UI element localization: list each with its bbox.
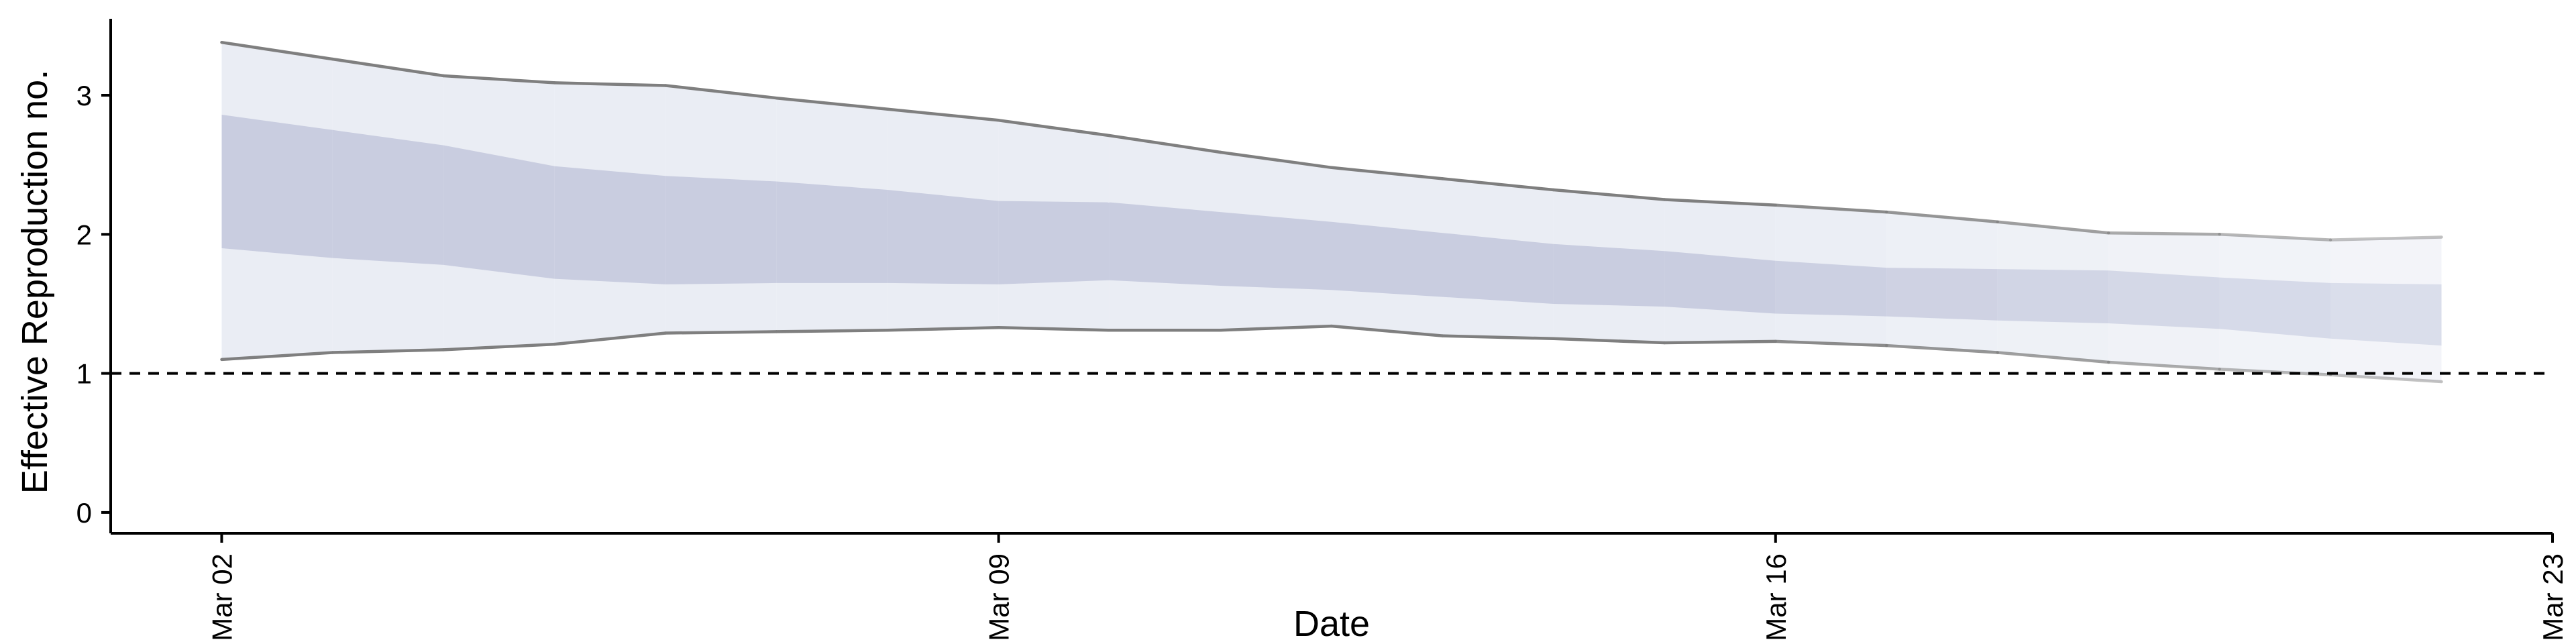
inner-band-segment-12 bbox=[1442, 233, 1554, 304]
y-tick-label-0: 0 bbox=[76, 497, 92, 529]
upper-bound-line-segment-9 bbox=[1108, 133, 1222, 154]
inner-band-segment-14 bbox=[1664, 251, 1776, 314]
upper-bound-line-segment-4 bbox=[553, 81, 667, 87]
y-tick-label-2: 2 bbox=[76, 219, 92, 250]
upper-bound-line-segment-16 bbox=[1885, 210, 1999, 223]
x-axis-ticks: Mar 02 Mar 09 Mar 16 Mar 23 bbox=[207, 533, 2569, 641]
lower-bound-line-segment-14 bbox=[1663, 339, 1778, 345]
inner-band-segment-5 bbox=[665, 176, 777, 284]
lower-bound-line-segment-18 bbox=[2106, 360, 2221, 371]
inner-band-segment-13 bbox=[1553, 244, 1665, 307]
lower-bound-line-segment-3 bbox=[442, 342, 557, 352]
inner-band-segment-20 bbox=[2330, 282, 2442, 346]
bound-line-layer bbox=[220, 40, 2443, 384]
lower-bound-line-segment-6 bbox=[775, 329, 890, 333]
x-tick-label-2: Mar 09 bbox=[983, 553, 1015, 641]
lower-bound-line-segment-16 bbox=[1885, 343, 1999, 354]
upper-bound-line-segment-20 bbox=[2328, 235, 2443, 241]
upper-bound-line-segment-19 bbox=[2218, 233, 2332, 241]
upper-bound-line-segment-12 bbox=[1441, 177, 1556, 192]
lower-bound-line-segment-4 bbox=[553, 331, 667, 346]
band-layer bbox=[221, 42, 2442, 382]
lower-bound-line-segment-8 bbox=[997, 325, 1112, 332]
upper-bound-line-segment-3 bbox=[442, 74, 557, 85]
inner-band-segment-18 bbox=[2108, 270, 2220, 329]
y-tick-label-3: 3 bbox=[76, 80, 92, 111]
lower-bound-line-segment-20 bbox=[2328, 373, 2443, 384]
inner-band-segment-19 bbox=[2219, 277, 2331, 339]
x-tick-label-4: Mar 23 bbox=[2537, 553, 2569, 641]
upper-bound-line-segment-6 bbox=[775, 96, 890, 111]
inner-band-segment-7 bbox=[888, 190, 999, 284]
lower-bound-line-segment-5 bbox=[664, 330, 778, 335]
lower-bound-line-segment-1 bbox=[220, 351, 335, 362]
lower-bound-line-segment-10 bbox=[1219, 324, 1334, 332]
inner-band-segment-15 bbox=[1775, 260, 1887, 317]
upper-bound-line-segment-5 bbox=[664, 84, 778, 100]
upper-bound-line-segment-2 bbox=[331, 57, 445, 78]
inner-band-segment-1 bbox=[221, 115, 333, 258]
upper-bound-line-segment-15 bbox=[1774, 203, 1888, 214]
inner-band-segment-8 bbox=[998, 201, 1110, 284]
inner-band-segment-6 bbox=[776, 181, 888, 283]
lower-bound-line-segment-2 bbox=[331, 348, 445, 354]
lower-bound-line-segment-13 bbox=[1552, 337, 1666, 345]
upper-bound-line-segment-13 bbox=[1552, 188, 1666, 201]
x-axis-title: Date bbox=[1293, 604, 1370, 644]
upper-bound-line-segment-10 bbox=[1219, 150, 1334, 170]
inner-band-segment-16 bbox=[1886, 268, 1998, 321]
upper-bound-line-segment-17 bbox=[1996, 220, 2110, 235]
x-tick-label-3: Mar 16 bbox=[1760, 553, 1792, 641]
upper-bound-line-segment-11 bbox=[1330, 166, 1444, 180]
y-tick-label-1: 1 bbox=[76, 358, 92, 390]
upper-bound-line-segment-18 bbox=[2106, 231, 2221, 236]
lower-bound-line-segment-12 bbox=[1441, 334, 1556, 341]
lower-bound-line-segment-11 bbox=[1330, 324, 1444, 337]
inner-band-segment-10 bbox=[1220, 212, 1332, 290]
upper-bound-line-segment-8 bbox=[997, 119, 1112, 138]
upper-bound-line-segment-7 bbox=[885, 107, 1000, 122]
inner-band-segment-4 bbox=[554, 166, 666, 284]
lower-bound-line-segment-17 bbox=[1996, 351, 2110, 364]
inner-band-segment-9 bbox=[1110, 202, 1221, 286]
upper-bound-line-segment-1 bbox=[220, 40, 335, 61]
inner-band-segment-2 bbox=[332, 129, 444, 265]
lower-bound-line-segment-15 bbox=[1774, 339, 1888, 347]
inner-band-segment-3 bbox=[443, 145, 555, 279]
x-tick-label-1: Mar 02 bbox=[207, 553, 238, 641]
inner-band-segment-11 bbox=[1332, 221, 1443, 297]
lower-bound-line-segment-7 bbox=[885, 325, 1000, 332]
y-axis-ticks: 0 1 2 3 bbox=[76, 80, 111, 529]
upper-bound-line-segment-14 bbox=[1663, 198, 1778, 207]
inner-band-segment-17 bbox=[1997, 269, 2109, 323]
y-axis-title: Effective Reproduction no. bbox=[15, 70, 55, 494]
